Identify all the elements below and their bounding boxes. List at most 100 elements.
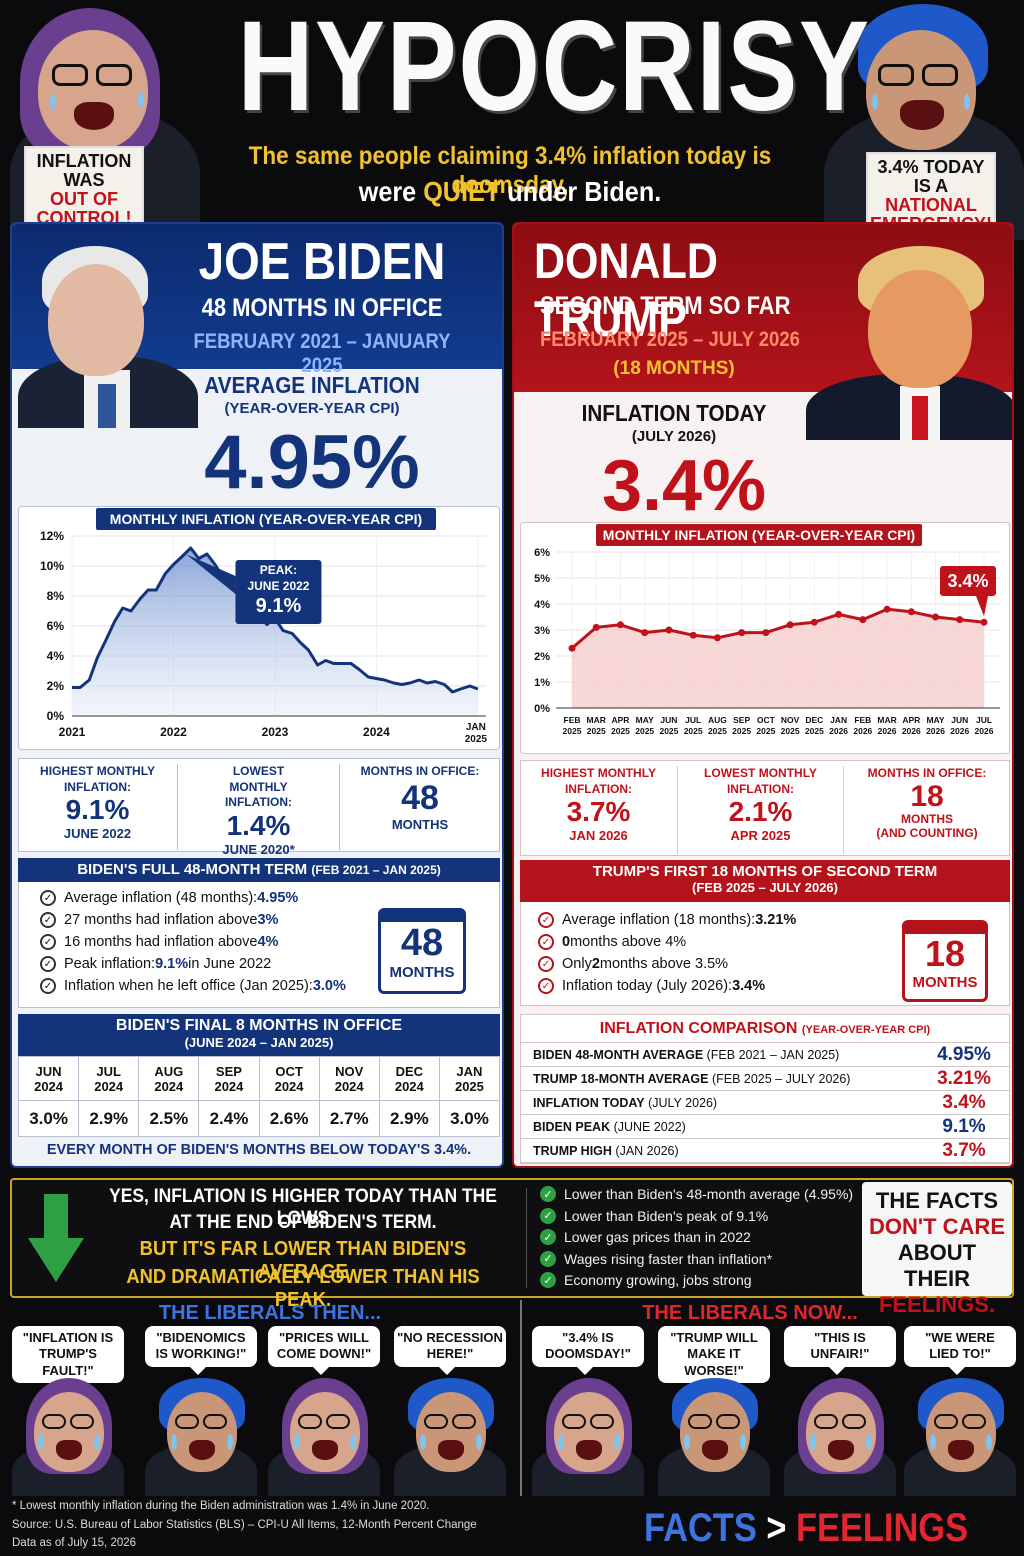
liberals-now-title: THE LIBERALS NOW... — [642, 1302, 858, 1324]
stat-sub: (AND COUNTING) — [876, 825, 978, 840]
crying-protester-illustration — [8, 1374, 128, 1496]
x-tick-label: FEB — [854, 715, 871, 725]
x-tick-label: 2025 — [659, 726, 678, 736]
summary-check-item: ✓ Lower than Biden's peak of 9.1% — [540, 1207, 768, 1224]
stat-label: LOWEST MONTHLY INFLATION: — [224, 764, 293, 810]
subtitle-post: under Biden. — [500, 176, 662, 207]
quote-line: MAKE IT WORSE!" — [684, 1346, 744, 1378]
y-tick-label: 5% — [534, 573, 550, 585]
x-tick-label: 2026 — [853, 726, 872, 736]
stat-label: HIGHEST MONTHLY INFLATION: — [40, 764, 155, 794]
biden-stats-row — [18, 758, 500, 852]
crying-protester-illustration — [390, 1374, 510, 1496]
data-point — [810, 618, 818, 626]
quote-bubble: "NO RECESSION HERE!" — [394, 1326, 506, 1374]
footer-date: Data as of July 15, 2026 — [12, 1537, 137, 1549]
x-tick-label: APR — [902, 715, 920, 725]
quote-bubble: "TRUMP WILL MAKE IT WORSE!" — [658, 1326, 770, 1391]
check-circle-icon: ✓ — [540, 1207, 556, 1224]
trump-dates: FEBRUARY 2025 – JULY 2026 — [540, 328, 800, 351]
term-text: 27 months had inflation above — [64, 912, 258, 928]
biden-term-item: ✓ 27 months had inflation above 3% — [40, 912, 278, 928]
data-point — [665, 626, 673, 634]
comparison-row-value: 3.21% — [937, 1067, 991, 1089]
x-tick-label: JUN — [660, 715, 677, 725]
month-value: 2.5% — [138, 1100, 200, 1137]
stat-sub: APR 2025 — [730, 827, 791, 843]
summary-check-text: Economy growing, jobs strong — [564, 1272, 752, 1288]
year-label: 2024 — [94, 1078, 124, 1094]
sign-right-line: 3.4% TODAY — [877, 157, 985, 177]
x-tick-label: 2026 — [902, 726, 921, 736]
quote-bubble: "THIS IS UNFAIR!" — [784, 1326, 896, 1374]
year-label: 2024 — [34, 1078, 64, 1094]
sign-left-line: OUT OF — [50, 188, 118, 209]
stat-label: LOWEST MONTHLY INFLATION: — [704, 766, 817, 796]
biden-chart-title: MONTHLY INFLATION (YEAR-OVER-YEAR CPI) — [96, 508, 436, 530]
subtitle-line-2: were QUIET under Biden. — [204, 176, 816, 208]
stat-sub: JUNE 2020* — [222, 841, 295, 857]
term-value: 4% — [257, 934, 279, 950]
x-tick-label: DEC — [805, 715, 823, 725]
facts-box: THE FACTS DON'T CARE ABOUT THEIR FEELING… — [862, 1182, 1012, 1317]
comparison-row-label: TRUMP HIGH (JAN 2026) — [521, 1144, 679, 1158]
stat-label: HIGHEST MONTHLY INFLATION: — [541, 766, 656, 796]
check-circle-icon: ✓ — [538, 956, 554, 972]
peak-callout-box — [235, 560, 322, 624]
x-tick-label: 2025 — [781, 726, 800, 736]
stat-sub: MONTHS — [391, 816, 449, 832]
peak-callout-text: 9.1% — [256, 595, 302, 617]
down-arrow-icon — [28, 1194, 84, 1286]
month-label: JAN — [456, 1063, 483, 1079]
quote-line: "INFLATION IS — [22, 1330, 114, 1345]
comparison-row-label-main: TRUMP 18-MONTH AVERAGE — [533, 1071, 709, 1086]
month-label: JUN — [35, 1063, 62, 1079]
page-title: HYPOCRISY — [237, 0, 871, 138]
month-label: NOV — [335, 1063, 364, 1079]
stat-value: 9.1% — [65, 794, 130, 826]
biden-term-title-main: BIDEN'S FULL 48-MONTH TERM — [77, 861, 308, 878]
month-value: 2.9% — [78, 1100, 140, 1137]
trump-stat-lowest: LOWEST MONTHLY INFLATION: 2.1% APR 2025 — [678, 766, 844, 854]
facts-line: FEELINGS. — [878, 1292, 996, 1317]
check-circle-icon: ✓ — [40, 912, 56, 928]
trump-name: DONALD TRUMP — [534, 233, 718, 347]
trump-term-item: ✓ 0 months above 4% — [538, 934, 686, 950]
biden-avg-label: AVERAGE INFLATION — [204, 372, 420, 398]
x-tick-label: 2025 — [684, 726, 703, 736]
subtitle-highlight: QUIET — [423, 176, 501, 207]
end-callout-box — [940, 566, 996, 596]
comparison-title-main: INFLATION COMPARISON — [599, 1020, 798, 1037]
crying-protester-illustration — [654, 1374, 774, 1496]
month-header: JAN 2025 — [438, 1056, 501, 1101]
tagline-feelings: FEELINGS — [795, 1506, 969, 1550]
y-tick-label: 6% — [534, 547, 550, 559]
summary-check-text: Lower gas prices than in 2022 — [564, 1229, 751, 1245]
trump-today-label: INFLATION TODAY — [581, 400, 767, 426]
calendar-label: MONTHS — [912, 974, 978, 991]
y-tick-label: 0% — [47, 709, 65, 723]
trump-dates-sub: (18 MONTHS) — [613, 358, 735, 379]
biden-avg-value: 4.95% — [204, 420, 420, 505]
y-tick-label: 4% — [534, 599, 550, 611]
quote-line: TRUMP'S FAULT!" — [39, 1346, 97, 1378]
term-value: 3.21% — [755, 912, 797, 928]
x-tick-label: JAN — [830, 715, 847, 725]
term-value: 2 — [591, 956, 600, 972]
summary-line-2: AT THE END OF BIDEN'S TERM. — [169, 1212, 437, 1233]
month-value: 2.6% — [258, 1100, 320, 1137]
facts-line: THE FACTS — [875, 1188, 999, 1213]
subtitle-pre: were — [358, 176, 424, 207]
facts-line: ABOUT THEIR — [897, 1240, 977, 1291]
x-tick-label: JUL — [685, 715, 701, 725]
quote-line: "PRICES WILL — [279, 1330, 369, 1345]
term-text: in June 2022 — [188, 956, 272, 972]
comparison-rows: BIDEN 48-MONTH AVERAGE (FEB 2021 – JAN 2… — [521, 1043, 1009, 1163]
term-text: 16 months had inflation above — [64, 934, 258, 950]
x-tick-label: FEB — [564, 715, 581, 725]
check-circle-icon: ✓ — [538, 912, 554, 928]
series-line — [571, 607, 985, 650]
end-callout-text: 3.4% — [947, 571, 988, 591]
quote-bubble: "INFLATION IS TRUMP'S FAULT!" — [12, 1326, 124, 1391]
crying-protester-illustration — [141, 1374, 261, 1496]
